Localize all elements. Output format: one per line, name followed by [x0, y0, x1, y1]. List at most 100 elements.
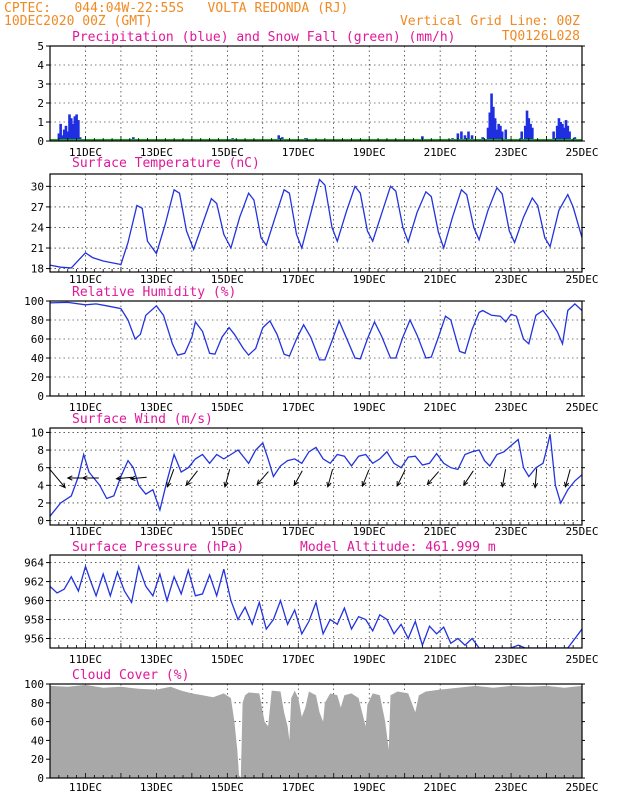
wind-arrow	[293, 470, 303, 486]
rh-title: Relative Humidity (%)	[72, 285, 236, 300]
precip-bar	[277, 135, 281, 141]
precip-bar	[527, 118, 531, 141]
x-tick-label: 21DEC	[424, 653, 457, 666]
precip-bar	[562, 127, 566, 141]
cloud-cover-area	[50, 684, 582, 778]
x-tick-label: 25DEC	[565, 273, 598, 286]
wind-arrowhead	[223, 481, 229, 488]
y-tick-label: 4	[37, 59, 44, 72]
station-header: CPTEC: 044:04W-22:55S VOLTA REDONDA (RJ)	[4, 1, 348, 16]
x-tick-label: 15DEC	[211, 401, 244, 414]
y-tick-label: 80	[31, 314, 44, 327]
x-tick-label: 21DEC	[424, 525, 457, 538]
y-tick-label: 964	[24, 557, 44, 570]
run-date: 10DEC2020 00Z (GMT)	[4, 14, 153, 29]
precip-bar	[59, 123, 62, 141]
wind-arrow	[564, 469, 571, 487]
x-tick-label: 15DEC	[211, 273, 244, 286]
x-tick-label: 21DEC	[424, 146, 457, 159]
wind-arrowhead	[361, 480, 367, 488]
x-tick-label: 11DEC	[69, 401, 102, 414]
precip-bar	[463, 135, 467, 141]
wind-arrow	[361, 469, 370, 487]
pressure-title: Surface Pressure (hPa)	[72, 540, 244, 555]
x-tick-label: 15DEC	[211, 146, 244, 159]
y-tick-label: 6	[37, 462, 44, 475]
wind-panel: 0 2 4 6 8 10 Surface Wind (m/s) 11DEC 13DEC 15DEC…	[31, 412, 599, 538]
x-tick-label: 15DEC	[211, 653, 244, 666]
precip-bar	[568, 131, 571, 141]
precip-bar	[555, 125, 559, 141]
precip-bar	[470, 135, 474, 141]
model-altitude: Model Altitude: 461.999 m	[300, 540, 496, 555]
precip-bar	[490, 93, 493, 141]
wind-arrowhead	[293, 480, 299, 487]
wind-arrowhead	[326, 481, 332, 488]
temp-series-line	[50, 178, 582, 269]
precip-bar	[460, 131, 463, 141]
precip-bar	[57, 133, 61, 141]
x-tick-label: 13DEC	[140, 653, 173, 666]
wind-arrowhead	[60, 482, 66, 489]
y-tick-label: 2	[37, 497, 44, 510]
wind-arrow	[427, 471, 440, 485]
model-code: TQ0126L028	[502, 29, 580, 44]
plot-frame	[49, 45, 583, 142]
y-tick-label: 40	[31, 734, 44, 747]
precip-bar	[75, 114, 78, 141]
precip-bar	[61, 135, 64, 141]
y-tick-label: 960	[24, 595, 44, 608]
y-tick-label: 100	[24, 678, 44, 691]
vertical-grid-note: Vertical Grid Line: 00Z	[400, 14, 580, 29]
y-tick-label: 27	[31, 201, 44, 214]
precip-bar	[486, 127, 490, 141]
precip-bar	[66, 131, 70, 141]
precip-bar	[566, 125, 570, 141]
wind-arrow	[166, 469, 175, 487]
wind-arrowhead	[564, 481, 570, 488]
x-tick-label: 17DEC	[282, 273, 315, 286]
plot-frame	[49, 173, 583, 273]
y-tick-label: 0	[37, 515, 44, 528]
x-tick-label: 13DEC	[140, 525, 173, 538]
x-tick-label: 21DEC	[424, 781, 457, 794]
x-tick-label: 23DEC	[495, 525, 528, 538]
wind-arrowhead	[463, 480, 469, 487]
x-tick-label: 15DEC	[211, 781, 244, 794]
x-tick-label: 23DEC	[495, 401, 528, 414]
wind-arrow	[224, 469, 231, 487]
wind-arrow	[185, 470, 198, 486]
plot-frame	[49, 300, 583, 397]
wind-arrow	[501, 469, 507, 487]
y-tick-label: 100	[24, 295, 44, 308]
precip-bar	[64, 125, 68, 141]
pressure-panel: 956 958 960 962 964 Surface Pressure (hPa) Mod…	[24, 540, 598, 666]
y-tick-label: 956	[24, 633, 44, 646]
wind-series-line	[50, 434, 582, 517]
y-tick-label: 5	[37, 40, 44, 53]
temp-panel: 18 21 24 27 30 Surface Temperature (nC) 11DEC 1…	[31, 156, 599, 286]
precip-bar	[520, 131, 524, 141]
precip-bar	[495, 129, 499, 141]
x-tick-label: 19DEC	[353, 146, 386, 159]
precip-bar	[523, 125, 527, 141]
wind-arrowhead	[185, 480, 191, 487]
wind-arrowhead	[256, 479, 262, 486]
wind-arrowhead	[396, 480, 402, 488]
x-tick-label: 23DEC	[495, 781, 528, 794]
x-tick-label: 13DEC	[140, 146, 173, 159]
wind-arrow	[534, 468, 538, 488]
precip-bar	[467, 131, 470, 141]
precip-bar	[488, 112, 492, 141]
y-tick-label: 2	[37, 97, 44, 110]
y-tick-label: 4	[37, 479, 44, 492]
y-tick-label: 0	[37, 135, 44, 148]
x-tick-label: 17DEC	[282, 401, 315, 414]
wind-arrowhead	[500, 481, 506, 488]
precip-bar	[499, 125, 502, 141]
precip-title: Precipitation (blue) and Snow Fall (gree…	[72, 30, 456, 45]
x-tick-label: 19DEC	[353, 525, 386, 538]
x-tick-label: 11DEC	[69, 525, 102, 538]
x-tick-label: 25DEC	[565, 401, 598, 414]
